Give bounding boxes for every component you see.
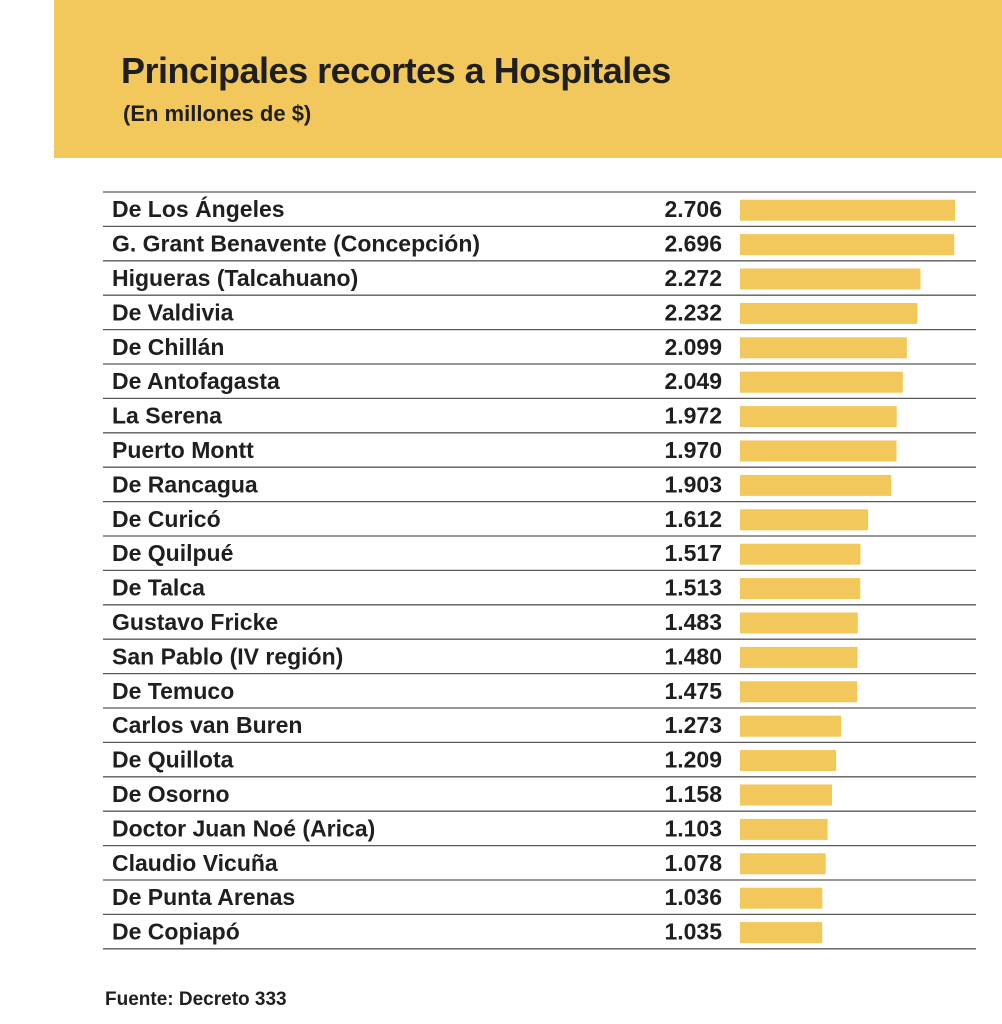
bar: [740, 818, 828, 840]
value-label: 1.612: [664, 506, 722, 532]
category-label: De Copiapó: [112, 919, 240, 945]
value-label: 2.049: [664, 368, 722, 394]
category-label: La Serena: [112, 403, 222, 429]
header-band: [54, 0, 1002, 158]
bar: [740, 578, 861, 600]
category-label: De Osorno: [112, 781, 230, 807]
value-label: 2.232: [664, 299, 722, 325]
value-label: 2.696: [664, 231, 722, 257]
bar: [740, 234, 955, 256]
value-label: 1.078: [664, 850, 722, 876]
category-label: Doctor Juan Noé (Arica): [112, 815, 375, 841]
value-label: 1.972: [664, 403, 722, 429]
value-label: 1.273: [664, 712, 722, 738]
bar: [740, 750, 837, 772]
category-label: G. Grant Benavente (Concepción): [112, 231, 480, 257]
value-label: 1.970: [664, 437, 722, 463]
bar: [740, 406, 897, 428]
value-label: 1.158: [664, 781, 722, 807]
category-label: De Punta Arenas: [112, 884, 295, 910]
category-label: De Rancagua: [112, 471, 258, 497]
value-label: 1.103: [664, 815, 722, 841]
chart-subtitle: (En millones de $): [123, 101, 312, 126]
category-label: San Pablo (IV región): [112, 643, 343, 669]
bar: [740, 853, 826, 875]
bar: [740, 199, 955, 221]
category-label: De Los Ángeles: [112, 195, 285, 222]
bar: [740, 715, 842, 737]
bar: [740, 337, 907, 359]
category-label: De Quillota: [112, 747, 234, 773]
bar: [740, 371, 903, 393]
bar: [740, 543, 861, 565]
bar: [740, 268, 921, 290]
bar: [740, 509, 869, 531]
value-label: 2.099: [664, 334, 722, 360]
bar: [740, 302, 918, 324]
bar: [740, 887, 823, 909]
value-label: 1.036: [664, 884, 722, 910]
category-label: Claudio Vicuña: [112, 850, 278, 876]
value-label: 1.035: [664, 919, 722, 945]
category-label: De Chillán: [112, 334, 224, 360]
category-label: De Valdivia: [112, 299, 234, 325]
bar: [740, 612, 858, 634]
source-note: Fuente: Decreto 333: [105, 989, 287, 1010]
value-label: 1.903: [664, 471, 722, 497]
category-label: De Temuco: [112, 678, 234, 704]
category-label: De Curicó: [112, 506, 221, 532]
value-label: 2.272: [664, 265, 722, 291]
bar: [740, 474, 892, 496]
value-label: 2.706: [664, 196, 722, 222]
value-label: 1.475: [664, 678, 722, 704]
value-label: 1.483: [664, 609, 722, 635]
bar: [740, 646, 858, 668]
category-label: Puerto Montt: [112, 437, 254, 463]
category-label: Higueras (Talcahuano): [112, 265, 358, 291]
category-label: Carlos van Buren: [112, 712, 302, 738]
value-label: 1.517: [664, 540, 722, 566]
bar: [740, 681, 858, 703]
value-label: 1.209: [664, 747, 722, 773]
bar: [740, 440, 897, 462]
bar: [740, 784, 832, 806]
category-label: Gustavo Fricke: [112, 609, 278, 635]
value-label: 1.480: [664, 643, 722, 669]
category-label: De Antofagasta: [112, 368, 280, 394]
category-label: De Talca: [112, 575, 205, 601]
chart-title: Principales recortes a Hospitales: [121, 50, 671, 91]
value-label: 1.513: [664, 575, 722, 601]
category-label: De Quilpué: [112, 540, 233, 566]
bar: [740, 922, 823, 944]
